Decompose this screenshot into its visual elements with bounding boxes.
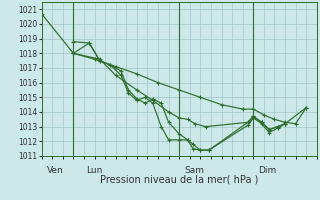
X-axis label: Pression niveau de la mer( hPa ): Pression niveau de la mer( hPa ) [100,175,258,185]
Text: Lun: Lun [86,166,102,175]
Text: Sam: Sam [185,166,204,175]
Text: Dim: Dim [259,166,277,175]
Text: Ven: Ven [47,166,64,175]
